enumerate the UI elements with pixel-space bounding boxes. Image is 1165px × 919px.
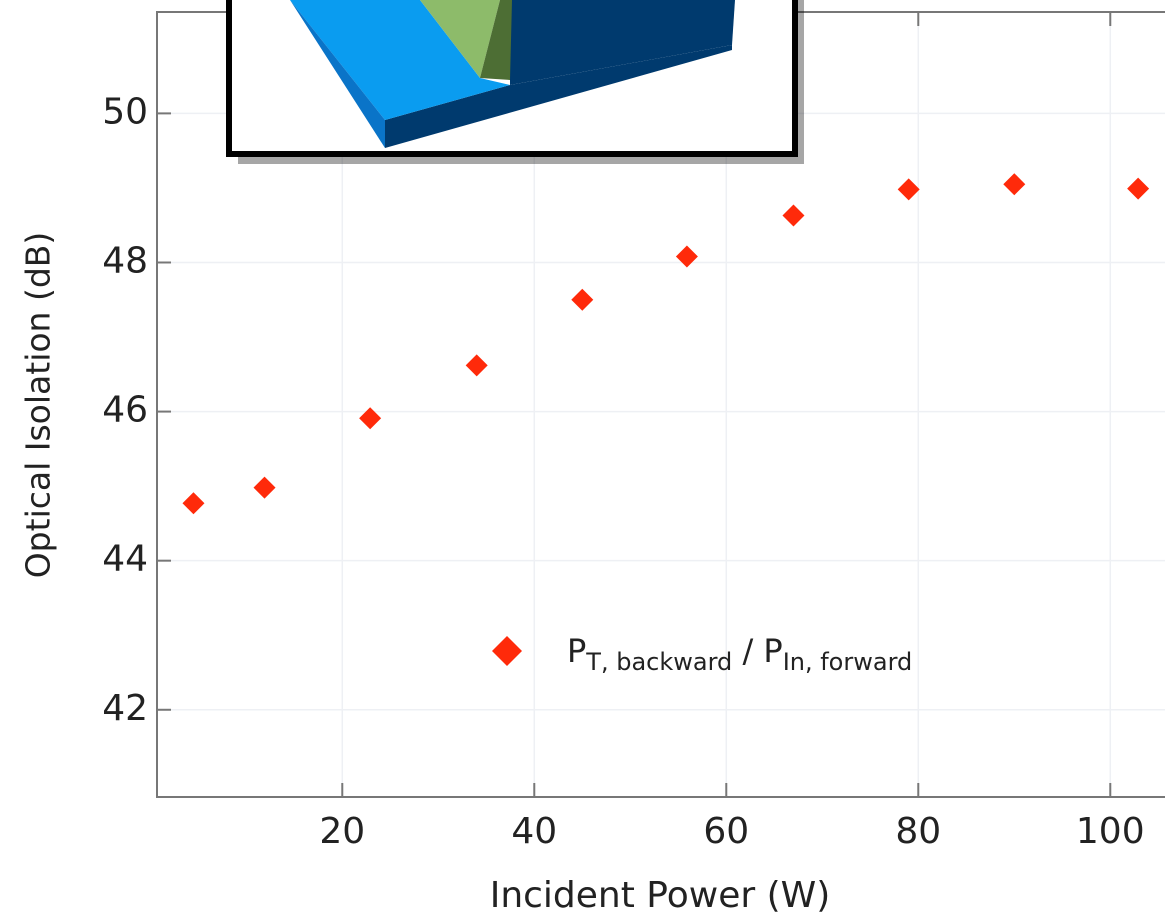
y-tick-label: 46 — [102, 390, 148, 431]
x-tick-label: 40 — [511, 811, 557, 852]
inset-image — [229, 0, 804, 164]
point — [782, 205, 804, 227]
chart: 20 40 60 80 100 42 44 46 48 50 PT, backward / PIn,… — [0, 0, 1165, 919]
legend-label-part: P — [567, 632, 586, 670]
point — [466, 354, 488, 376]
point — [359, 407, 381, 429]
x-tick-label: 100 — [1076, 811, 1145, 852]
legend-label-part: T, backward — [585, 648, 732, 676]
x-tick-label: 80 — [895, 811, 941, 852]
x-tick-label: 20 — [319, 811, 365, 852]
x-axis-label: Incident Power (W) — [490, 875, 831, 916]
y-axis-label: Optical Isolation (dB) — [19, 232, 58, 579]
point — [182, 492, 204, 514]
point — [898, 178, 920, 200]
y-tick-label: 42 — [102, 688, 148, 729]
legend-label-part: / P — [732, 632, 782, 670]
legend-label: PT, backward / PIn, forward — [567, 632, 912, 676]
point — [571, 289, 593, 311]
point — [1127, 178, 1149, 200]
point — [1003, 173, 1025, 195]
point — [254, 477, 276, 499]
legend-marker — [492, 636, 522, 666]
y-tick-label: 50 — [102, 91, 148, 132]
y-tick-label: 44 — [102, 539, 148, 580]
legend-label-part: In, forward — [783, 648, 913, 676]
point — [676, 246, 698, 268]
x-tick-label: 60 — [703, 811, 749, 852]
y-tick-label: 48 — [102, 240, 148, 281]
